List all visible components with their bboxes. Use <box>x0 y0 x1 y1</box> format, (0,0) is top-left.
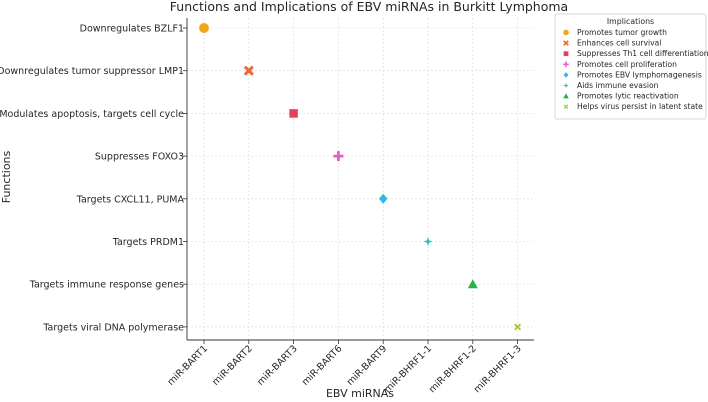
y-tick-label: Targets immune response genes <box>29 280 184 291</box>
y-tick-label: Targets viral DNA polymerase <box>42 322 184 333</box>
grid <box>187 18 534 340</box>
legend-label: Promotes lytic reactivation <box>577 92 679 101</box>
x-tick-label: miR-BART1 <box>166 343 211 388</box>
legend-marker <box>563 72 569 78</box>
data-point <box>289 109 298 118</box>
legend: Implications Promotes tumor growth Enhance… <box>554 13 708 120</box>
x-tick-label: miR-BART2 <box>210 343 255 388</box>
data-points <box>199 23 522 331</box>
legend-label: Aids immune evasion <box>577 81 659 90</box>
data-point <box>378 193 388 204</box>
legend-item: Suppresses Th1 cell differentiation <box>563 49 708 58</box>
y-tick-label: Downregulates BZLF1 <box>80 24 184 35</box>
legend-marker <box>563 61 569 68</box>
legend-label: Suppresses Th1 cell differentiation <box>577 49 708 58</box>
y-tick-label: Targets PRDM1 <box>112 237 184 248</box>
chart-title: Functions and Implications of EBV miRNAs… <box>170 0 568 14</box>
legend-item: Aids immune evasion <box>563 81 659 90</box>
y-tick-label: Modulates apoptosis, targets cell cycle <box>0 109 184 120</box>
legend-marker <box>563 93 569 99</box>
x-tick-label: miR-BHRF1-3 <box>472 343 524 395</box>
data-point <box>199 23 209 33</box>
y-tick-label: Downregulates tumor suppressor LMP1 <box>0 66 184 77</box>
legend-item: Promotes tumor growth <box>563 28 667 37</box>
legend-marker <box>563 29 569 36</box>
legend-marker <box>563 104 569 110</box>
legend-box <box>554 13 707 120</box>
legend-item: Promotes lytic reactivation <box>563 92 679 101</box>
y-axis-title: Functions <box>0 150 13 203</box>
legend-marker <box>563 51 569 57</box>
legend-label: Enhances cell survival <box>577 39 661 48</box>
data-point <box>333 151 344 162</box>
y-tick-label: Targets CXCL11, PUMA <box>76 194 185 205</box>
data-point <box>514 323 522 331</box>
x-tick-label: miR-BART9 <box>345 343 390 388</box>
y-tick-label: Suppresses FOXO3 <box>95 152 184 163</box>
axes <box>186 18 534 341</box>
data-point <box>243 65 254 76</box>
legend-label: Helps virus persist in latent state <box>577 102 703 111</box>
legend-label: Promotes cell proliferation <box>577 60 677 69</box>
x-tick-label: miR-BART3 <box>255 343 300 388</box>
legend-label: Promotes EBV lymphomagenesis <box>577 70 702 79</box>
legend-item: Promotes cell proliferation <box>563 60 677 69</box>
x-tick-label: miR-BART6 <box>300 343 345 388</box>
legend-marker <box>563 82 569 89</box>
legend-item: Helps virus persist in latent state <box>563 102 703 111</box>
data-point <box>423 236 433 247</box>
legend-item: Promotes EBV lymphomagenesis <box>563 70 702 79</box>
legend-marker <box>563 40 569 46</box>
y-axis-ticks: Downregulates BZLF1 Downregulates tumor s… <box>0 24 187 333</box>
legend-item: Enhances cell survival <box>563 39 661 48</box>
x-axis-title: EBV miRNAs <box>326 387 394 400</box>
data-point <box>467 279 478 289</box>
legend-label: Promotes tumor growth <box>577 28 667 37</box>
legend-title: Implications <box>607 17 654 26</box>
